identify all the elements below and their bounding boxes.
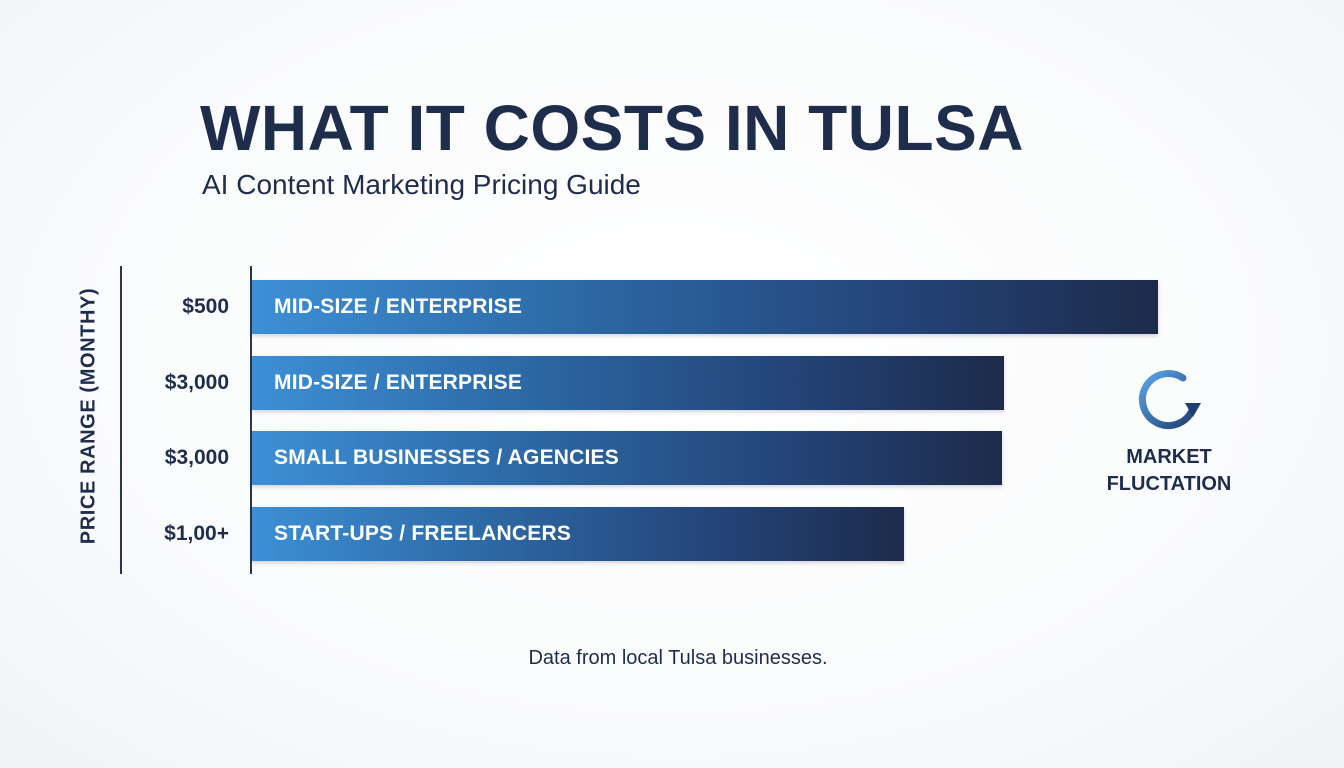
- y-tick-label: $3,000: [164, 446, 229, 469]
- bar-label: START-UPS / FREELANCERS: [274, 521, 572, 545]
- source-note: Data from local Tulsa businesses.: [528, 647, 828, 669]
- cycle-arrow-icon: [1139, 370, 1201, 429]
- bar-label: MID-SIZE / ENTERPRISE: [274, 370, 523, 394]
- y-axis-line: [250, 266, 252, 574]
- bar: MID-SIZE / ENTERPRISE: [252, 280, 1158, 334]
- annotation-label: MARKET FLUCTATION: [1106, 446, 1232, 495]
- bar-label: SMALL BUSINESSES / AGENCIES: [274, 446, 619, 469]
- bar-label: MID-SIZE / ENTERPRISE: [274, 295, 523, 318]
- y-tick-label: $3,000: [164, 370, 229, 394]
- chart-title: WHAT IT COSTS IN TULSA: [200, 92, 1024, 164]
- chart-subtitle: AI Content Marketing Pricing Guide: [202, 169, 641, 200]
- y-tick-label: $1,00+: [164, 521, 229, 545]
- market-fluctuation-annotation: MARKET FLUCTATION: [1084, 368, 1254, 498]
- y-axis-title: PRICE RANGE (MONTHY): [77, 287, 100, 545]
- bar: MID-SIZE / ENTERPRISE: [252, 355, 1004, 410]
- y-tick-label: $500: [182, 295, 229, 318]
- y-axis-title-rule: [120, 266, 122, 574]
- bar: START-UPS / FREELANCERS: [252, 506, 904, 561]
- bar: SMALL BUSINESSES / AGENCIES: [252, 431, 1002, 485]
